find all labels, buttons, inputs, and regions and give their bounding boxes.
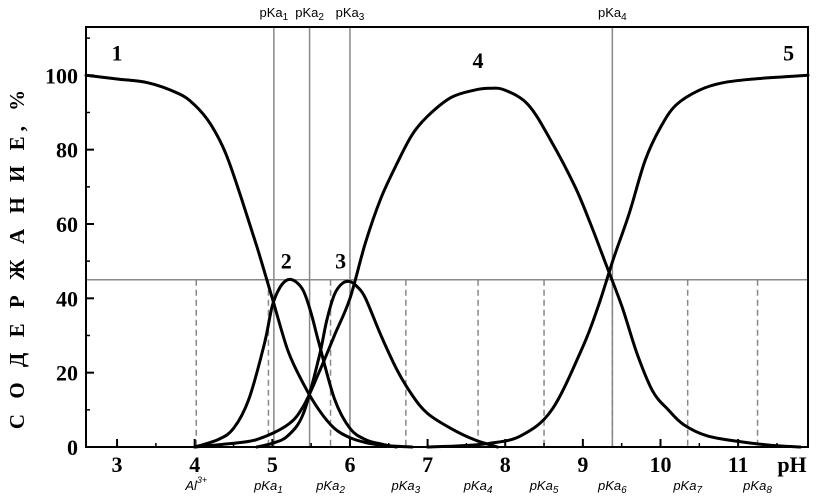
x-tick-label: 5 (267, 452, 278, 477)
pka-bottom-label: pKa6 (597, 478, 627, 496)
y-tick-label: 20 (56, 361, 78, 386)
y-tick-label: 0 (67, 435, 78, 460)
pka-bottom-label: pKa4 (463, 478, 493, 496)
plot-frame (85, 26, 809, 448)
labels: С О Д Е Р Ж А Н И Е, % pH pKa1 pKa2 pKa3 pK… (5, 5, 807, 496)
curve-label: 4 (473, 48, 484, 73)
series-line-2 (193, 277, 398, 449)
series-curves (84, 73, 810, 449)
pka-bottom-label: Al3+ (184, 475, 207, 493)
pka-top-label: pKa1 (260, 5, 289, 23)
x-axis-title: pH (777, 452, 806, 477)
curve-label: 1 (112, 40, 123, 65)
curve-label: 2 (281, 249, 292, 274)
y-tick-label: 100 (45, 63, 78, 88)
pka-bottom-label: pKa7 (672, 478, 702, 496)
x-tick-label: 9 (577, 452, 588, 477)
axes (85, 26, 809, 448)
y-tick-label: 60 (56, 212, 78, 237)
reference-lines (86, 27, 808, 447)
pka-bottom-label: pKa8 (742, 478, 772, 496)
x-tick-label: 8 (500, 452, 511, 477)
pka-top-label: pKa4 (598, 5, 627, 23)
pka-bottom-label: pKa3 (391, 478, 421, 496)
y-axis-title: С О Д Е Р Ж А Н И Е, % (5, 85, 29, 429)
pka-top-label: pKa2 (295, 5, 324, 23)
x-tick-label: 6 (344, 452, 355, 477)
x-tick-label: 4 (189, 452, 200, 477)
series-line-4 (193, 86, 802, 449)
y-tick-label: 80 (56, 138, 78, 163)
pka-bottom-label: pKa2 (315, 478, 345, 496)
x-tick-label: 11 (728, 452, 749, 477)
x-tick-label: 10 (649, 452, 671, 477)
pka-bottom-label: pKa1 (253, 478, 283, 496)
y-tick-label: 40 (56, 286, 78, 311)
series-line-1 (84, 73, 414, 449)
curve-label: 3 (335, 249, 346, 274)
x-tick-label: 3 (112, 452, 123, 477)
pka-bottom-label: pKa5 (529, 478, 559, 496)
curve-label: 5 (783, 40, 794, 65)
pka-top-label: pKa3 (336, 5, 365, 23)
series-line-5 (426, 73, 810, 449)
x-tick-label: 7 (422, 452, 433, 477)
